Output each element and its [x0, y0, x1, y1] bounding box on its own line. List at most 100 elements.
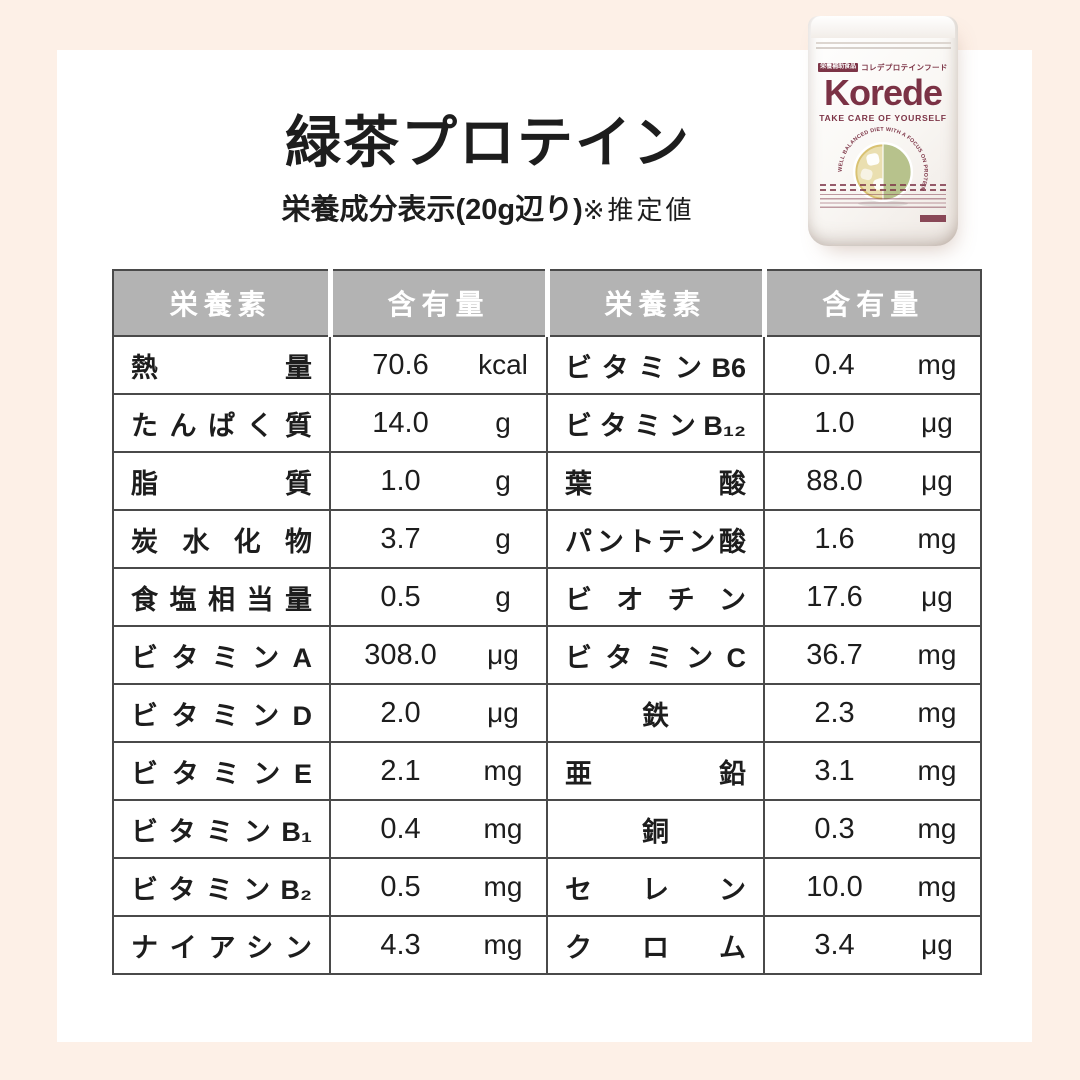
fine-print-text: [820, 194, 946, 211]
nutrient-name: ビタミンC: [546, 625, 765, 685]
nutrient-amount: 0.4 mg: [763, 335, 982, 395]
table-row: ビタミンB₂ 0.5 mg セレン 10.0 mg: [112, 857, 982, 917]
amount-value: 2.0: [380, 696, 421, 729]
amount-value: 0.5: [380, 870, 421, 903]
nutrient-name: 脂質: [112, 451, 331, 511]
nutrient-amount: 3.4 μg: [763, 915, 982, 975]
amount-value: 36.7: [806, 638, 863, 671]
amount-unit: mg: [917, 813, 957, 844]
amount-unit: g: [495, 407, 511, 438]
fine-print-divider: [820, 189, 946, 191]
page-subtitle: 栄養成分表示(20g辺り)※推定値: [57, 186, 919, 228]
table-row: ビタミンA 308.0 μg ビタミンC 36.7 mg: [112, 625, 982, 685]
amount-value: 1.6: [814, 522, 855, 555]
nutrient-amount: 3.1 mg: [763, 741, 982, 801]
label-top-row: 栄養補助食品 コレデプロテインフード: [816, 62, 950, 73]
nutrient-amount: 2.3 mg: [763, 683, 982, 743]
nutrient-name: クロム: [546, 915, 765, 975]
amount-value: 1.0: [814, 406, 855, 439]
nutrient-amount: 1.0 g: [329, 451, 548, 511]
table-row: 食塩相当量 0.5 g ビオチン 17.6 μg: [112, 567, 982, 627]
nutrient-name: ビオチン: [546, 567, 765, 627]
amount-unit: kcal: [478, 349, 528, 380]
nutrient-amount: 14.0 g: [329, 393, 548, 453]
amount-value: 17.6: [806, 580, 863, 613]
nutrient-name: 銅: [546, 799, 765, 859]
amount-unit: mg: [917, 349, 957, 380]
table-header-row: 栄養素 含有量 栄養素 含有量: [113, 270, 981, 337]
circle-shadow: [858, 200, 908, 207]
ice-cube: [860, 168, 873, 181]
nutrient-name: 熱量: [112, 335, 331, 395]
brand-logo: Korede: [823, 72, 943, 113]
nutrient-amount: 88.0 μg: [763, 451, 982, 511]
nutrient-amount: 2.0 μg: [329, 683, 548, 743]
nutrient-amount: 308.0 μg: [329, 625, 548, 685]
amount-value: 2.1: [380, 754, 421, 787]
amount-value: 3.4: [814, 928, 855, 961]
column-header-amount: 含有量: [761, 270, 981, 337]
nutrient-amount: 3.7 g: [329, 509, 548, 569]
subtitle-note: ※推定値: [582, 194, 695, 225]
amount-value: 4.3: [380, 928, 421, 961]
amount-value: 0.4: [380, 812, 421, 845]
fine-print-area: [820, 184, 946, 222]
table-row: たんぱく質 14.0 g ビタミンB₁₂ 1.0 μg: [112, 393, 982, 453]
amount-unit: mg: [917, 755, 957, 786]
nutrient-name: パントテン酸: [546, 509, 765, 569]
nutrient-amount: 1.0 μg: [763, 393, 982, 453]
amount-value: 14.0: [372, 406, 429, 439]
nutrient-name: ビタミンD: [112, 683, 331, 743]
table-row: ビタミンB₁ 0.4 mg 銅 0.3 mg: [112, 799, 982, 859]
amount-value: 0.5: [380, 580, 421, 613]
amount-unit: μg: [921, 465, 953, 496]
nutrient-name: ビタミンA: [112, 625, 331, 685]
nutrient-name: ビタミンB₁: [112, 799, 331, 859]
amount-value: 0.4: [814, 348, 855, 381]
amount-unit: mg: [483, 929, 523, 960]
amount-unit: mg: [483, 813, 523, 844]
nutrition-table: 栄養素 含有量 栄養素 含有量 熱量 70.6 kcal ビタミンB6 0.4 mg…: [112, 269, 982, 975]
nutrient-amount: 2.1 mg: [329, 741, 548, 801]
amount-value: 308.0: [364, 638, 437, 671]
nutrient-name: ビタミンB6: [546, 335, 765, 395]
nutrient-name: たんぱく質: [112, 393, 331, 453]
nutrient-amount: 0.3 mg: [763, 799, 982, 859]
amount-unit: mg: [917, 639, 957, 670]
table-row: ビタミンE 2.1 mg 亜鉛 3.1 mg: [112, 741, 982, 801]
ice-cube: [873, 178, 883, 190]
table-row: ナイアシン 4.3 mg クロム 3.4 μg: [112, 915, 982, 975]
fine-print-divider: [820, 184, 946, 186]
amount-unit: μg: [921, 929, 953, 960]
column-header-amount: 含有量: [327, 270, 547, 337]
product-photo-circle: WELL BALANCED DIET WITH A FOCUS ON PROTE…: [838, 127, 928, 207]
brand-tagline: TAKE CARE OF YOURSELF: [819, 113, 947, 123]
page-title: 緑茶プロテイン: [285, 111, 691, 174]
amount-unit: g: [495, 465, 511, 496]
nutrient-name: 炭水化物: [112, 509, 331, 569]
column-header-nutrient: 栄養素: [544, 270, 764, 337]
amount-unit: g: [495, 581, 511, 612]
amount-unit: mg: [917, 697, 957, 728]
amount-value: 70.6: [372, 348, 429, 381]
nutrient-amount: 4.3 mg: [329, 915, 548, 975]
nutrient-name: 亜鉛: [546, 741, 765, 801]
column-header-nutrient: 栄養素: [113, 270, 330, 337]
amount-unit: mg: [483, 755, 523, 786]
nutrient-amount: 10.0 mg: [763, 857, 982, 917]
amount-value: 2.3: [814, 696, 855, 729]
amount-unit: mg: [483, 871, 523, 902]
nutrient-name: ビタミンB₁₂: [546, 393, 765, 453]
ice-cube: [866, 153, 880, 166]
amount-value: 88.0: [806, 464, 863, 497]
header-block: 緑茶プロテイン 栄養成分表示(20g辺り)※推定値: [57, 112, 919, 228]
amount-unit: mg: [917, 871, 957, 902]
table-row: 脂質 1.0 g 葉酸 88.0 μg: [112, 451, 982, 511]
nutrient-name: セレン: [546, 857, 765, 917]
amount-value: 3.7: [380, 522, 421, 555]
supplement-badge: 栄養補助食品: [818, 62, 859, 73]
table-row: ビタミンD 2.0 μg 鉄 2.3 mg: [112, 683, 982, 743]
product-image: 栄養補助食品 コレデプロテインフード Korede TAKE CARE OF Y…: [808, 16, 958, 246]
amount-unit: μg: [921, 581, 953, 612]
